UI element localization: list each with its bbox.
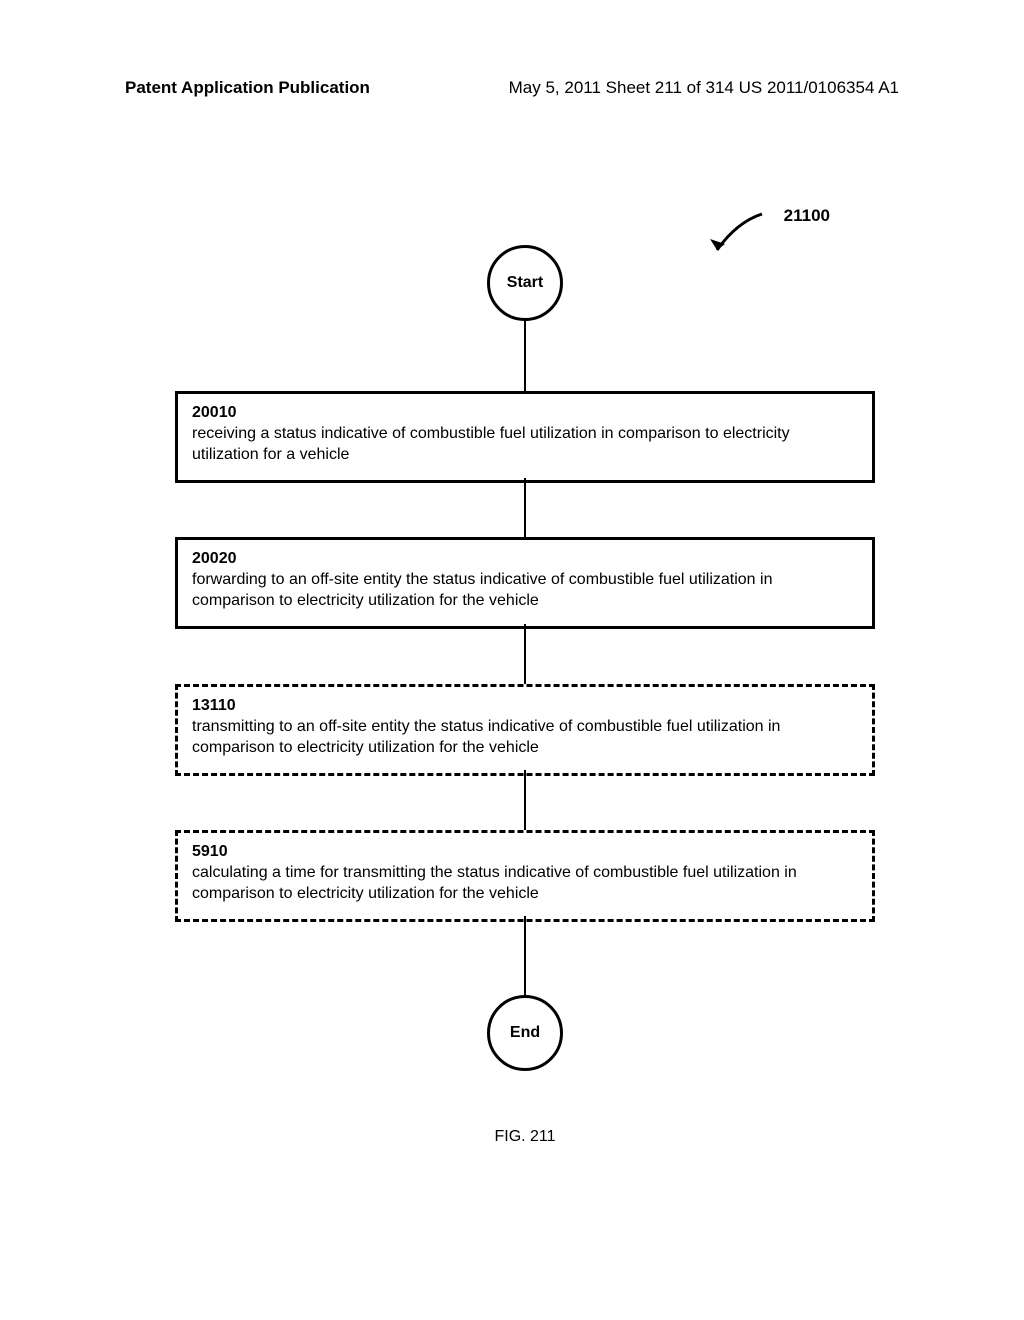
end-terminal-circle: End	[487, 995, 563, 1071]
connector-line	[524, 916, 526, 995]
process-box-13110: 13110 transmitting to an off-site entity…	[175, 684, 875, 776]
end-label: End	[510, 1024, 540, 1042]
curve-arrow-icon	[707, 212, 767, 257]
box-number: 20010	[192, 404, 858, 422]
start-label: Start	[507, 274, 543, 292]
box-number: 20020	[192, 550, 858, 568]
box-text: receiving a status indicative of combust…	[192, 424, 858, 466]
process-box-20020: 20020 forwarding to an off-site entity t…	[175, 537, 875, 629]
flowchart-start: Start	[487, 245, 563, 321]
connector-line	[524, 321, 526, 391]
start-terminal-circle: Start	[487, 245, 563, 321]
box-text: transmitting to an off-site entity the s…	[192, 717, 858, 759]
box-number: 5910	[192, 843, 858, 861]
connector-line	[524, 478, 526, 537]
box-text: calculating a time for transmitting the …	[192, 863, 858, 905]
process-box-5910: 5910 calculating a time for transmitting…	[175, 830, 875, 922]
box-number: 13110	[192, 697, 858, 715]
figure-number-label: 21100	[784, 206, 830, 226]
page-header: Patent Application Publication May 5, 20…	[0, 78, 1024, 98]
header-publication: Patent Application Publication	[125, 78, 370, 98]
flowchart-end: End	[487, 995, 563, 1071]
connector-line	[524, 624, 526, 684]
header-details: May 5, 2011 Sheet 211 of 314 US 2011/010…	[509, 78, 899, 98]
box-text: forwarding to an off-site entity the sta…	[192, 570, 858, 612]
process-box-20010: 20010 receiving a status indicative of c…	[175, 391, 875, 483]
connector-line	[524, 770, 526, 830]
figure-caption: FIG. 211	[494, 1128, 555, 1146]
